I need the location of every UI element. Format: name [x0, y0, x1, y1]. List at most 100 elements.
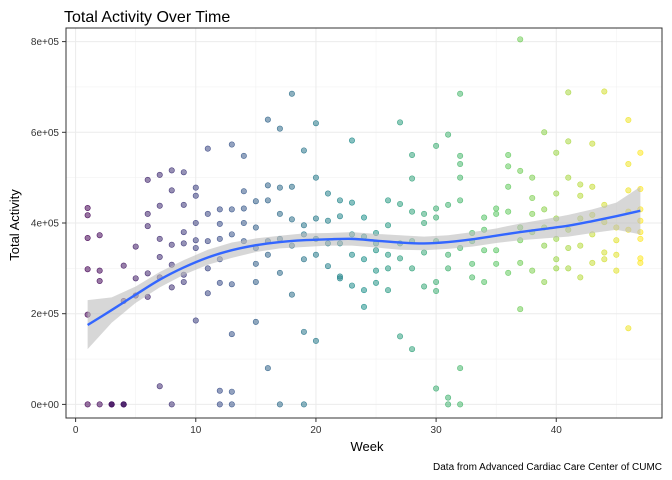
data-point: [312, 215, 319, 222]
data-point: [601, 256, 608, 263]
data-point: [84, 266, 91, 273]
data-point: [84, 401, 91, 408]
data-point: [228, 331, 235, 338]
data-point: [577, 274, 584, 281]
data-point: [553, 265, 560, 272]
data-point: [180, 240, 187, 247]
data-point: [108, 401, 115, 408]
data-point: [613, 237, 620, 244]
data-point: [421, 210, 428, 217]
data-point: [469, 260, 476, 267]
data-point: [373, 279, 380, 286]
data-point: [156, 254, 163, 261]
data-point: [264, 251, 271, 258]
data-point: [192, 237, 199, 244]
data-point: [481, 247, 488, 254]
data-point: [276, 184, 283, 191]
data-point: [240, 220, 247, 227]
data-point: [324, 263, 331, 270]
data-point: [529, 210, 536, 217]
data-point: [300, 328, 307, 335]
data-point: [505, 183, 512, 190]
data-point: [216, 206, 223, 213]
data-point: [156, 235, 163, 242]
data-point: [324, 190, 331, 197]
data-point: [204, 210, 211, 217]
data-point: [457, 401, 464, 408]
data-point: [493, 205, 500, 212]
data-point: [457, 174, 464, 181]
smooth-line: [86, 209, 641, 327]
data-point: [288, 216, 295, 223]
data-point: [204, 265, 211, 272]
data-point: [409, 208, 416, 215]
data-point: [433, 214, 440, 221]
data-point: [493, 247, 500, 254]
data-point: [360, 214, 367, 221]
data-point: [96, 232, 103, 239]
data-point: [204, 238, 211, 245]
data-point: [264, 116, 271, 123]
data-point: [144, 176, 151, 183]
data-point: [601, 249, 608, 256]
data-point: [505, 163, 512, 170]
data-point: [240, 205, 247, 212]
data-point: [505, 151, 512, 158]
data-point: [348, 199, 355, 206]
data-point: [336, 213, 343, 220]
data-point: [409, 151, 416, 158]
data-point: [252, 278, 259, 285]
data-point: [517, 259, 524, 266]
data-point: [565, 89, 572, 96]
data-point: [252, 318, 259, 325]
data-point: [288, 90, 295, 97]
data-point: [445, 394, 452, 401]
data-point: [409, 346, 416, 353]
data-point: [577, 242, 584, 249]
data-point: [252, 260, 259, 267]
x-tick-label: 30: [431, 425, 443, 436]
data-point: [541, 206, 548, 213]
data-point: [373, 247, 380, 254]
data-point: [300, 401, 307, 408]
data-point: [120, 262, 127, 269]
data-point: [168, 401, 175, 408]
data-point: [613, 251, 620, 258]
x-axis-title: Week: [351, 439, 384, 454]
data-point: [228, 281, 235, 288]
data-point: [156, 383, 163, 390]
data-point: [252, 224, 259, 231]
data-point: [180, 201, 187, 208]
data-point: [348, 137, 355, 144]
confidence-band: [87, 186, 641, 350]
data-point: [385, 265, 392, 272]
data-point: [565, 265, 572, 272]
data-point: [541, 278, 548, 285]
y-tick-label: 8e+05: [31, 37, 60, 48]
data-point: [493, 260, 500, 267]
data-point: [192, 317, 199, 324]
data-point: [156, 171, 163, 178]
data-point: [457, 365, 464, 372]
data-point: [300, 256, 307, 263]
data-point: [228, 141, 235, 148]
data-point: [553, 149, 560, 156]
data-point: [457, 90, 464, 97]
data-point: [529, 267, 536, 274]
data-point: [312, 174, 319, 181]
data-point: [228, 388, 235, 395]
data-point: [192, 244, 199, 251]
data-point: [505, 208, 512, 215]
data-point: [553, 190, 560, 197]
data-point: [433, 278, 440, 285]
x-tick-label: 20: [310, 425, 322, 436]
data-point: [445, 265, 452, 272]
data-point: [144, 270, 151, 277]
data-point: [132, 243, 139, 250]
data-point: [589, 259, 596, 266]
data-point: [433, 385, 440, 392]
x-tick-label: 0: [73, 425, 79, 436]
data-point: [625, 161, 632, 168]
data-point: [216, 279, 223, 286]
data-point: [276, 125, 283, 132]
